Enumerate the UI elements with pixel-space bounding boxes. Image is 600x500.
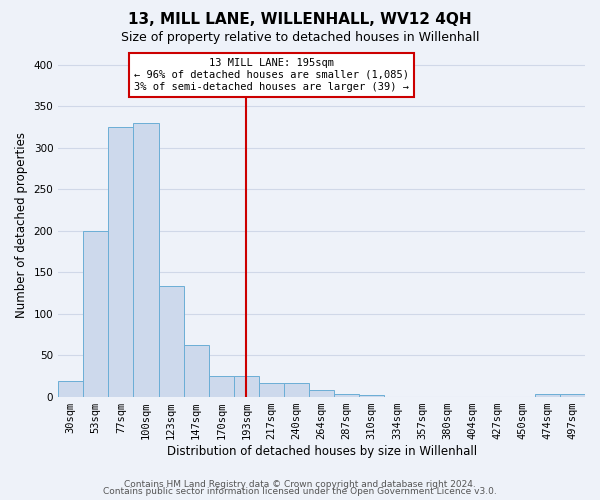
Bar: [133, 123, 158, 396]
Bar: [234, 376, 259, 396]
Bar: [535, 394, 560, 396]
Text: Size of property relative to detached houses in Willenhall: Size of property relative to detached ho…: [121, 31, 479, 44]
Y-axis label: Number of detached properties: Number of detached properties: [15, 132, 28, 318]
Bar: [83, 231, 109, 396]
Bar: [560, 394, 585, 396]
Bar: [259, 384, 284, 396]
Bar: [284, 384, 309, 396]
Text: Contains HM Land Registry data © Crown copyright and database right 2024.: Contains HM Land Registry data © Crown c…: [124, 480, 476, 489]
Text: Contains public sector information licensed under the Open Government Licence v3: Contains public sector information licen…: [103, 488, 497, 496]
Bar: [359, 395, 385, 396]
Text: 13 MILL LANE: 195sqm
← 96% of detached houses are smaller (1,085)
3% of semi-det: 13 MILL LANE: 195sqm ← 96% of detached h…: [134, 58, 409, 92]
Bar: [184, 345, 209, 397]
X-axis label: Distribution of detached houses by size in Willenhall: Distribution of detached houses by size …: [167, 444, 476, 458]
Text: 13, MILL LANE, WILLENHALL, WV12 4QH: 13, MILL LANE, WILLENHALL, WV12 4QH: [128, 12, 472, 28]
Bar: [309, 390, 334, 396]
Bar: [158, 286, 184, 397]
Bar: [58, 381, 83, 396]
Bar: [209, 376, 234, 396]
Bar: [334, 394, 359, 396]
Bar: [109, 127, 133, 396]
